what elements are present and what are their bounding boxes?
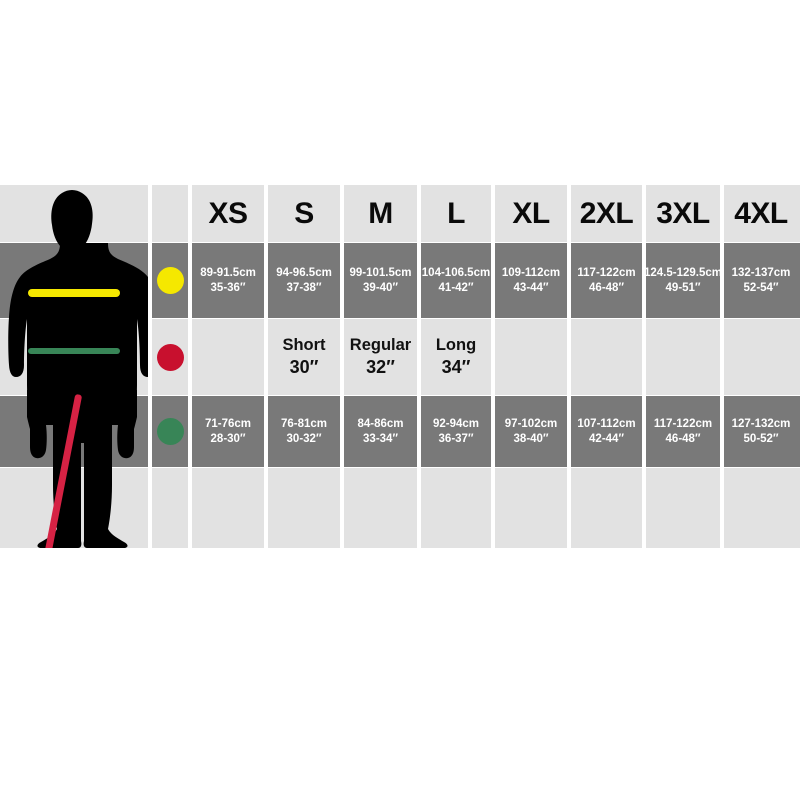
size-header-3xl: 3XL [656,196,710,230]
table-cell: Regular 32″ [349,335,412,378]
column-divider [642,185,646,548]
waist-key-cell [152,396,188,467]
table-cell: 107-112cm 42-44″ [577,417,636,445]
chest-measure-line [28,289,120,297]
size-header-l: L [447,196,465,230]
table-cell [192,319,264,395]
column-divider [491,185,495,548]
column-divider [188,185,192,548]
table-cell: 92-94cm 36-37″ [432,417,480,445]
table-cell: Short 30″ [282,335,326,378]
table-cell: 84-86cm 33-34″ [357,417,404,445]
column-divider [148,185,152,548]
table-cell: 117-122cm 46-48″ [653,417,713,445]
body-figure [0,185,150,548]
table-cell: 132-137cm 52-54″ [731,266,791,294]
table-cell: 109-112cm 43-44″ [501,266,561,294]
size-header-4xl: 4XL [734,196,788,230]
table-cell [646,319,720,395]
table-cell: 94-96.5cm 37-38″ [276,266,332,294]
table-cell: 89-91.5cm 35-36″ [200,266,256,294]
footer-band [0,468,800,548]
measurement-lines [28,289,120,548]
yellow-dot [156,267,184,294]
column-divider [264,185,268,548]
table-cell [724,319,798,395]
table-cell: 97-102cm 38-40″ [504,417,558,445]
size-header-xl: XL [512,196,550,230]
header-band [0,185,800,242]
table-cell [495,319,567,395]
size-header-s: S [294,196,314,230]
waist-measure-line [28,348,120,354]
table-cell: 99-101.5cm 39-40″ [349,266,412,294]
column-divider [720,185,724,548]
size-header-m: M [368,196,393,230]
size-header-2xl: 2XL [579,196,634,230]
table-cell: 127-132cm 50-52″ [731,417,791,445]
table-cell: Long 34″ [435,335,477,378]
column-divider [340,185,344,548]
chest-key-cell [152,243,188,318]
table-cell: 76-81cm 30-32″ [280,417,328,445]
red-dot [156,343,184,371]
table-cell: 104-106.5cm 41-42″ [421,266,491,294]
inside-leg-key-cell [152,319,188,395]
silhouette-shape [8,190,148,548]
size-header-xs: XS [208,196,248,230]
inseam-measure-line [45,394,82,548]
column-divider [567,185,571,548]
green-dot [156,418,184,445]
table-cell: 71-76cm 28-30″ [204,417,252,445]
table-cell: 117-122cm 46-48″ [577,266,636,294]
table-cell: 124.5-129.5cm 49-51″ [644,266,723,294]
table-cell [571,319,642,395]
column-divider [417,185,421,548]
